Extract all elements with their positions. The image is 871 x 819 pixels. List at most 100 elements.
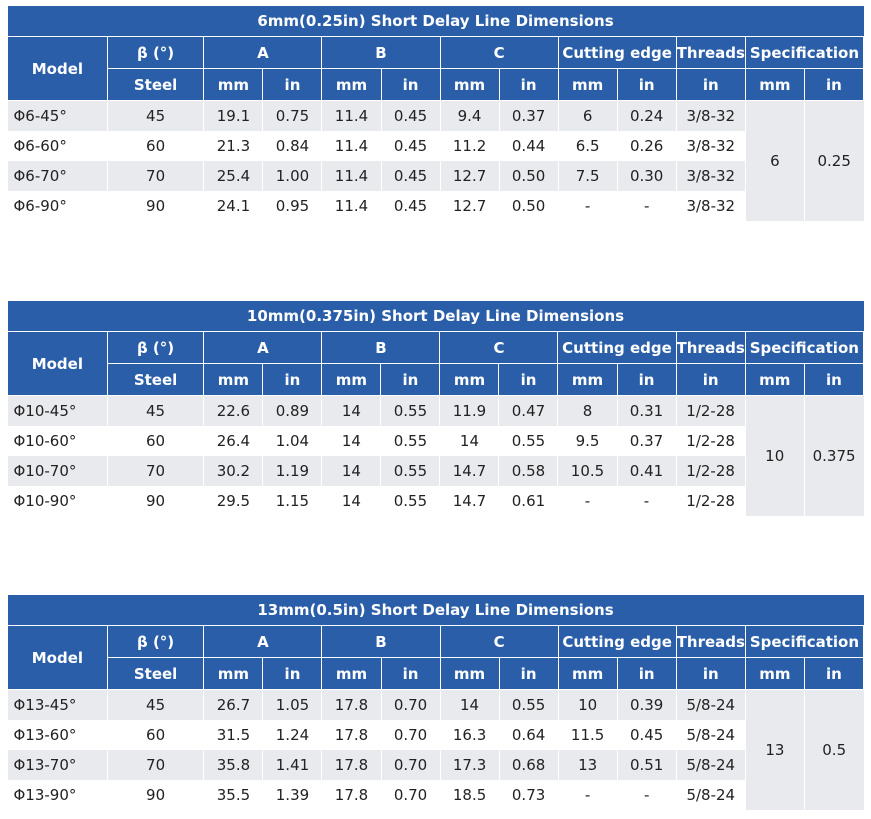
cell-a-mm: 35.5 (203, 780, 264, 810)
cell-c-mm: 14.7 (439, 486, 500, 516)
cell-a-in: 1.04 (262, 426, 323, 456)
cell-c-in: 0.55 (499, 689, 559, 720)
cell-c-mm: 16.3 (440, 720, 500, 750)
cell-c-mm: 18.5 (440, 780, 500, 810)
cell-ce-in: 0.30 (617, 161, 677, 191)
table: 10mm(0.375in) Short Delay Line Dimension… (7, 301, 865, 516)
cell-model: Φ10-60° (7, 426, 108, 456)
subheader-unit: in (616, 68, 677, 101)
cell-b-mm: 14 (321, 456, 382, 486)
subheader-unit: mm (203, 68, 264, 101)
cell-ce-mm: 6 (558, 100, 618, 131)
cell-model: Φ13-60° (7, 720, 108, 750)
header-beta: β (°) (106, 331, 205, 364)
subheader-unit: mm (439, 363, 500, 396)
cell-a-mm: 19.1 (203, 100, 264, 131)
table-row: Φ10-60° 60 26.4 1.04 14 0.55 14 0.55 9.5 0.37 1/2-… (7, 426, 864, 456)
cell-c-in: 0.61 (498, 486, 559, 516)
cell-c-in: 0.47 (498, 395, 559, 426)
header-model: Model (7, 331, 108, 396)
cell-threads: 5/8-24 (676, 689, 746, 720)
subheader-unit: mm (557, 363, 618, 396)
cell-b-mm: 17.8 (321, 689, 382, 720)
cell-a-in: 0.75 (262, 100, 323, 131)
cell-b-mm: 11.4 (321, 191, 382, 221)
cell-b-in: 0.70 (381, 750, 441, 780)
spec-in-cell: 0.375 (803, 395, 864, 516)
header-threads: Threads (675, 331, 746, 364)
table-title: 13mm(0.5in) Short Delay Line Dimensions (7, 595, 864, 626)
cell-steel: 70 (107, 161, 205, 191)
cell-c-in: 0.68 (499, 750, 559, 780)
cell-steel: 60 (107, 426, 205, 456)
cell-b-in: 0.70 (381, 720, 441, 750)
cell-ce-mm: 8 (557, 395, 618, 426)
cell-a-in: 1.05 (262, 689, 323, 720)
table: 6mm(0.25in) Short Delay Line Dimensions M… (7, 6, 865, 221)
header-specification: Specification (744, 36, 865, 69)
table-row: Φ13-60° 60 31.5 1.24 17.8 0.70 16.3 0.64 11.5 0.4… (7, 720, 864, 750)
cell-a-in: 1.41 (262, 750, 323, 780)
subheader-unit: in (803, 657, 865, 690)
subheader-unit: mm (321, 363, 382, 396)
subheader-unit: in (498, 363, 559, 396)
header-c: C (439, 625, 559, 658)
header-threads: Threads (675, 625, 746, 658)
header-b: B (321, 331, 441, 364)
subheader-unit: mm (203, 657, 264, 690)
cell-c-in: 0.55 (498, 426, 559, 456)
cell-threads: 1/2-28 (676, 395, 746, 426)
subheader-unit: mm (744, 363, 805, 396)
cell-model: Φ10-45° (7, 395, 108, 426)
cell-c-in: 0.50 (499, 161, 559, 191)
subheader-unit: mm (744, 657, 805, 690)
cell-ce-in: - (617, 191, 677, 221)
subheader-unit: mm (203, 363, 264, 396)
subheader-steel: Steel (106, 68, 205, 101)
cell-ce-in: - (617, 486, 677, 516)
subheader-unit: in (380, 363, 441, 396)
table-title: 10mm(0.375in) Short Delay Line Dimension… (7, 301, 864, 332)
dimension-table-0: 6mm(0.25in) Short Delay Line Dimensions M… (7, 6, 865, 221)
header-model: Model (7, 36, 108, 101)
cell-ce-in: 0.31 (617, 395, 677, 426)
cell-a-mm: 22.6 (203, 395, 264, 426)
cell-ce-mm: 11.5 (558, 720, 618, 750)
cell-c-mm: 11.9 (439, 395, 500, 426)
cell-b-mm: 11.4 (321, 131, 382, 161)
cell-a-in: 0.95 (262, 191, 323, 221)
header-beta: β (°) (106, 36, 205, 69)
cell-threads: 3/8-32 (676, 131, 746, 161)
cell-model: Φ6-60° (7, 131, 108, 161)
subheader-unit: in (262, 68, 323, 101)
cell-steel: 60 (107, 720, 205, 750)
cell-a-in: 1.19 (262, 456, 323, 486)
cell-b-in: 0.70 (381, 780, 441, 810)
cell-a-mm: 35.8 (203, 750, 264, 780)
cell-ce-mm: 13 (558, 750, 618, 780)
cell-a-mm: 25.4 (203, 161, 264, 191)
cell-c-mm: 14 (440, 689, 500, 720)
cell-a-in: 1.15 (262, 486, 323, 516)
cell-threads: 5/8-24 (676, 750, 746, 780)
cell-ce-in: 0.26 (617, 131, 677, 161)
cell-c-in: 0.73 (499, 780, 559, 810)
cell-threads: 3/8-32 (676, 100, 746, 131)
subheader-unit: in (675, 363, 746, 396)
header-c: C (439, 331, 559, 364)
cell-b-mm: 17.8 (321, 750, 382, 780)
table-row: Φ6-90° 90 24.1 0.95 11.4 0.45 12.7 0.50- -3/8-32 (7, 191, 864, 221)
cell-c-in: 0.58 (498, 456, 559, 486)
cell-b-in: 0.55 (380, 486, 441, 516)
cell-c-mm: 11.2 (440, 131, 500, 161)
cell-ce-mm: - (558, 191, 618, 221)
table-row: Φ10-90° 90 29.5 1.15 14 0.55 14.7 0.61- -1/2-28 (7, 486, 864, 516)
spec-mm-cell: 6 (744, 100, 805, 221)
subheader-unit: in (616, 363, 677, 396)
subheader-unit: mm (557, 657, 618, 690)
cell-steel: 45 (107, 395, 205, 426)
cell-c-mm: 9.4 (440, 100, 500, 131)
cell-steel: 90 (107, 486, 205, 516)
cell-model: Φ13-70° (7, 750, 108, 780)
cell-a-in: 1.00 (262, 161, 323, 191)
